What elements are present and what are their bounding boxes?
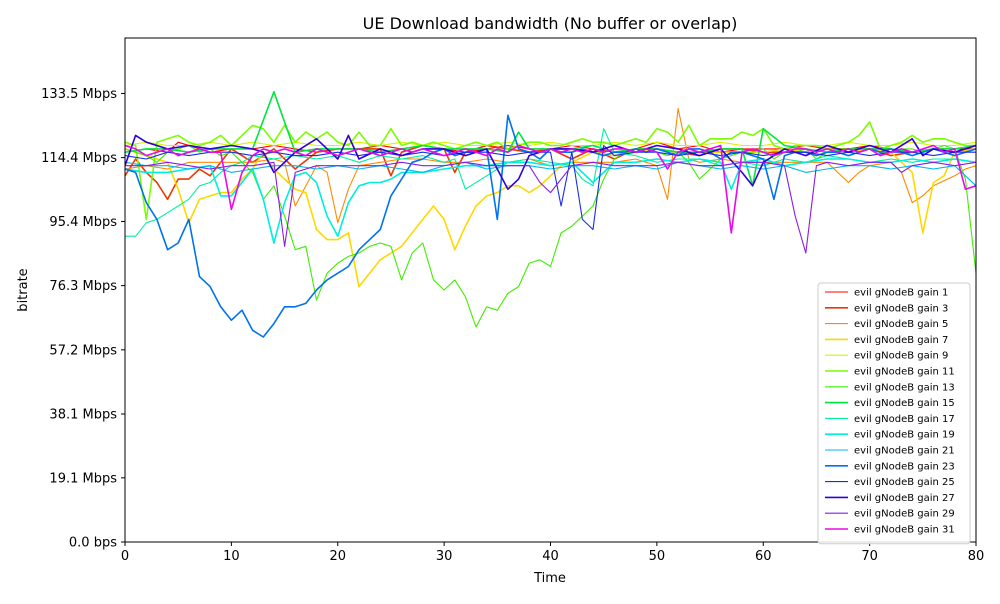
series-line-16 xyxy=(125,144,976,234)
series-line-5 xyxy=(125,141,976,147)
chart-title: UE Download bandwidth (No buffer or over… xyxy=(363,14,738,33)
legend-label: evil gNodeB gain 11 xyxy=(854,367,955,378)
series-line-12 xyxy=(125,114,976,338)
legend-label: evil gNodeB gain 19 xyxy=(854,430,955,441)
legend-label: evil gNodeB gain 7 xyxy=(854,335,948,346)
legend-label: evil gNodeB gain 5 xyxy=(854,319,948,330)
legend-label: evil gNodeB gain 21 xyxy=(854,446,955,457)
y-axis-label: bitrate xyxy=(16,268,31,311)
series-line-10 xyxy=(125,158,976,244)
x-tick-label: 30 xyxy=(436,549,453,564)
series-line-3 xyxy=(125,108,976,224)
series-line-15 xyxy=(125,161,976,254)
y-tick-label: 19.1 Mbps xyxy=(49,471,117,486)
x-tick-label: 50 xyxy=(649,549,666,564)
y-tick-label: 114.4 Mbps xyxy=(41,151,117,166)
x-tick-label: 20 xyxy=(329,549,346,564)
legend-label: evil gNodeB gain 29 xyxy=(854,509,955,520)
series-layer xyxy=(125,91,976,338)
y-tick-label: 57.2 Mbps xyxy=(49,343,117,358)
x-tick-label: 40 xyxy=(542,549,559,564)
series-line-13 xyxy=(125,144,976,231)
x-tick-label: 80 xyxy=(968,549,985,564)
y-axis: 0.0 bps 19.1 Mbps 38.1 Mbps 57.2 Mbps 76.3 M… xyxy=(41,87,125,551)
legend-label: evil gNodeB gain 31 xyxy=(854,525,955,536)
legend-label: evil gNodeB gain 9 xyxy=(854,351,948,362)
legend-label: evil gNodeB gain 17 xyxy=(854,414,955,425)
legend-label: evil gNodeB gain 13 xyxy=(854,382,955,393)
series-line-11 xyxy=(125,161,976,187)
x-tick-label: 60 xyxy=(755,549,772,564)
legend-label: evil gNodeB gain 23 xyxy=(854,461,955,472)
x-axis: 0 10 20 30 40 50 60 70 80 xyxy=(121,542,984,564)
y-tick-label: 133.5 Mbps xyxy=(41,87,117,102)
series-line-6 xyxy=(125,121,976,221)
x-tick-label: 10 xyxy=(223,549,240,564)
series-line-7 xyxy=(125,144,976,328)
legend-label: evil gNodeB gain 3 xyxy=(854,303,948,314)
x-tick-label: 70 xyxy=(861,549,878,564)
legend-label: evil gNodeB gain 1 xyxy=(854,288,948,299)
y-tick-label: 95.4 Mbps xyxy=(49,215,117,230)
y-tick-label: 38.1 Mbps xyxy=(49,407,117,422)
legend-label: evil gNodeB gain 15 xyxy=(854,398,955,409)
y-tick-label: 0.0 bps xyxy=(69,536,117,551)
x-axis-label: Time xyxy=(533,571,566,586)
legend-label: evil gNodeB gain 27 xyxy=(854,493,955,504)
legend: evil gNodeB gain 1 evil gNodeB gain 3 evil… xyxy=(817,282,971,545)
legend-label: evil gNodeB gain 25 xyxy=(854,477,955,488)
x-tick-label: 0 xyxy=(121,549,129,564)
legend-frame xyxy=(817,282,971,545)
y-tick-label: 76.3 Mbps xyxy=(49,279,117,294)
